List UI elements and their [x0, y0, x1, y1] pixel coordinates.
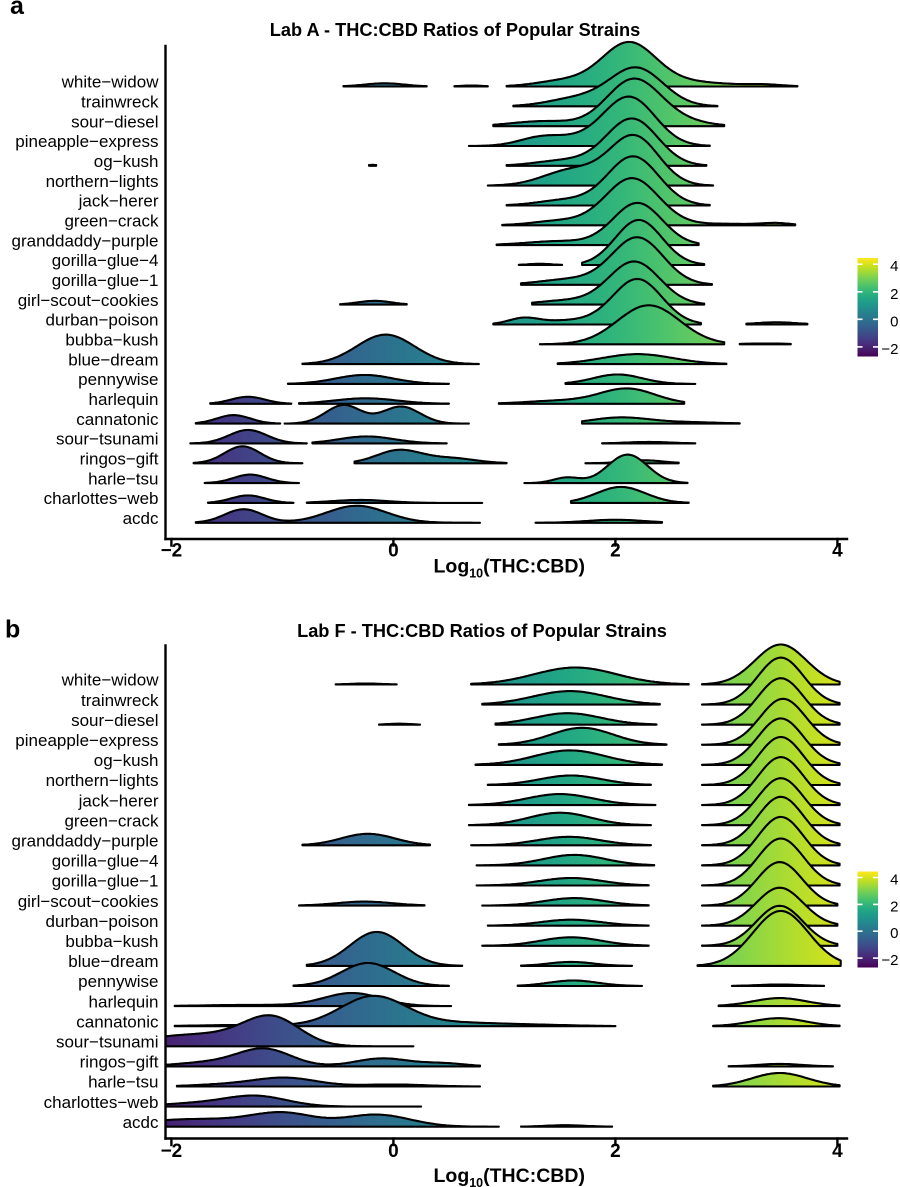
svg-text:harle−tsu: harle−tsu [88, 469, 158, 488]
svg-text:4: 4 [890, 258, 898, 275]
svg-text:blue−dream: blue−dream [68, 952, 158, 971]
svg-text:jack−herer: jack−herer [78, 192, 159, 211]
svg-text:sour−diesel: sour−diesel [71, 711, 158, 730]
svg-text:pennywise: pennywise [78, 370, 158, 389]
svg-text:granddaddy−purple: granddaddy−purple [12, 832, 159, 851]
svg-text:harlequin: harlequin [89, 992, 159, 1011]
svg-text:og−kush: og−kush [94, 152, 159, 171]
svg-text:Lab F - THC:CBD Ratios of Popu: Lab F - THC:CBD Ratios of Popular Strain… [297, 621, 667, 641]
svg-text:0: 0 [388, 541, 399, 562]
svg-text:2: 2 [610, 541, 621, 562]
svg-text:blue−dream: blue−dream [68, 350, 158, 369]
svg-text:charlottes−web: charlottes−web [44, 1093, 159, 1112]
svg-text:trainwreck: trainwreck [81, 93, 159, 112]
svg-text:−2: −2 [161, 1141, 183, 1162]
svg-text:green−crack: green−crack [64, 212, 159, 231]
svg-text:gorilla−glue−1: gorilla−glue−1 [52, 271, 159, 290]
svg-text:charlottes−web: charlottes−web [44, 489, 159, 508]
svg-text:0: 0 [890, 313, 898, 330]
svg-text:−2: −2 [881, 952, 898, 969]
svg-text:−2: −2 [161, 541, 183, 562]
svg-text:white−widow: white−widow [61, 73, 160, 92]
svg-text:white−widow: white−widow [61, 671, 160, 690]
svg-text:durban−poison: durban−poison [46, 311, 159, 330]
svg-text:durban−poison: durban−poison [46, 912, 159, 931]
svg-text:trainwreck: trainwreck [81, 691, 159, 710]
svg-text:pineapple−express: pineapple−express [15, 731, 158, 750]
svg-text:pineapple−express: pineapple−express [15, 132, 158, 151]
svg-text:sour−tsunami: sour−tsunami [56, 430, 159, 449]
svg-text:granddaddy−purple: granddaddy−purple [12, 231, 159, 250]
svg-text:2: 2 [890, 286, 898, 303]
svg-text:sour−diesel: sour−diesel [71, 112, 158, 131]
svg-text:4: 4 [832, 541, 843, 562]
svg-text:pennywise: pennywise [78, 972, 158, 991]
svg-text:Log10(THC:CBD): Log10(THC:CBD) [434, 556, 585, 581]
svg-text:−2: −2 [881, 341, 898, 358]
svg-text:harle−tsu: harle−tsu [88, 1073, 158, 1092]
svg-text:bubba−kush: bubba−kush [65, 331, 158, 350]
svg-text:0: 0 [890, 925, 898, 942]
svg-text:acdc: acdc [123, 1113, 159, 1132]
svg-text:jack−herer: jack−herer [78, 791, 159, 810]
svg-text:gorilla−glue−4: gorilla−glue−4 [52, 852, 159, 871]
svg-text:2: 2 [890, 898, 898, 915]
svg-text:Log10(THC:CBD): Log10(THC:CBD) [434, 1165, 585, 1187]
svg-text:gorilla−glue−1: gorilla−glue−1 [52, 872, 159, 891]
svg-text:girl−scout−cookies: girl−scout−cookies [18, 892, 159, 911]
svg-text:og−kush: og−kush [94, 751, 159, 770]
svg-text:cannatonic: cannatonic [76, 1012, 159, 1031]
svg-text:4: 4 [832, 1141, 843, 1162]
svg-text:0: 0 [388, 1141, 399, 1162]
svg-text:2: 2 [610, 1141, 621, 1162]
svg-text:ringos−gift: ringos−gift [80, 450, 159, 469]
svg-text:acdc: acdc [123, 509, 159, 528]
svg-text:cannatonic: cannatonic [76, 410, 159, 429]
svg-text:green−crack: green−crack [64, 811, 159, 830]
svg-text:a: a [10, 0, 25, 20]
svg-text:harlequin: harlequin [89, 390, 159, 409]
svg-text:b: b [5, 616, 20, 644]
svg-text:northern−lights: northern−lights [46, 172, 159, 191]
svg-text:gorilla−glue−4: gorilla−glue−4 [52, 251, 159, 270]
svg-text:ringos−gift: ringos−gift [80, 1053, 159, 1072]
svg-text:girl−scout−cookies: girl−scout−cookies [18, 291, 159, 310]
svg-text:4: 4 [890, 872, 898, 889]
svg-text:northern−lights: northern−lights [46, 771, 159, 790]
svg-text:bubba−kush: bubba−kush [65, 932, 158, 951]
svg-text:sour−tsunami: sour−tsunami [56, 1033, 159, 1052]
svg-text:Lab A - THC:CBD Ratios of Popu: Lab A - THC:CBD Ratios of Popular Strain… [270, 20, 641, 40]
